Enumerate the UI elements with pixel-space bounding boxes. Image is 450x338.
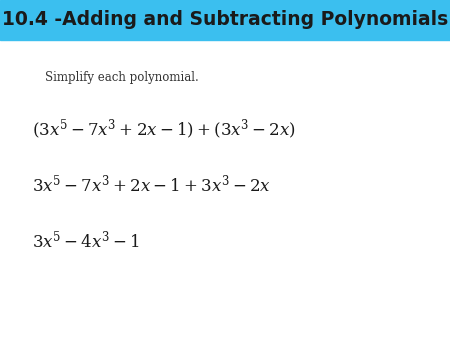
Text: $3x^5-7x^3+2x-1+3x^3-2x$: $3x^5-7x^3+2x-1+3x^3-2x$	[32, 173, 270, 195]
Text: 10.4 -Adding and Subtracting Polynomials: 10.4 -Adding and Subtracting Polynomials	[2, 10, 448, 29]
Bar	[0, 0, 450, 40]
Text: $3x^5-4x^3-1$: $3x^5-4x^3-1$	[32, 229, 140, 251]
Text: $\left(3x^5-7x^3+2x-1\right)+\left(3x^3-2x\right)$: $\left(3x^5-7x^3+2x-1\right)+\left(3x^3-…	[32, 118, 295, 142]
Text: Simplify each polynomial.: Simplify each polynomial.	[45, 71, 199, 84]
